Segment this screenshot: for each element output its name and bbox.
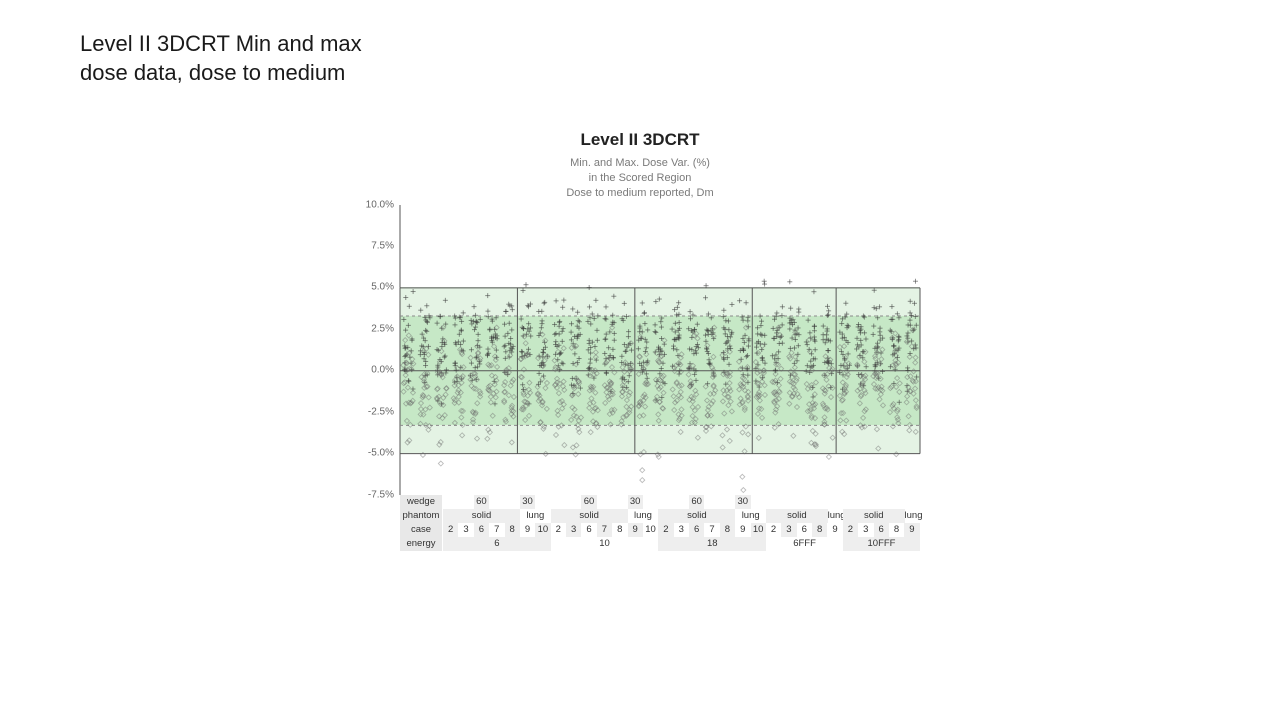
slide-title: Level II 3DCRT Min and max dose data, do… xyxy=(80,30,362,87)
category-row-phantom: phantomsolidlungsolidlungsolidlungsolidl… xyxy=(400,509,920,523)
category-row-head: energy xyxy=(400,537,443,551)
scatter-svg xyxy=(400,205,920,495)
y-tick-label: -7.5% xyxy=(368,489,394,500)
y-tick-label: 0.0% xyxy=(371,365,394,376)
chart-container: Level II 3DCRT Min. and Max. Dose Var. (… xyxy=(350,130,930,551)
category-row-head: phantom xyxy=(400,509,443,523)
plot-area: -7.5%-5.0%-2.5%0.0%2.5%5.0%7.5%10.0% xyxy=(400,205,920,495)
y-tick-label: 10.0% xyxy=(366,199,394,210)
category-row-energy: energy610186FFF10FFF xyxy=(400,537,920,551)
y-tick-label: 2.5% xyxy=(371,323,394,334)
category-row-wedge: wedge603060306030 xyxy=(400,495,920,509)
chart-subtitle: Min. and Max. Dose Var. (%) in the Score… xyxy=(350,156,930,201)
slide-title-line1: Level II 3DCRT Min and max xyxy=(80,31,362,56)
category-row-case: case2367891023678910236789102368923689 xyxy=(400,523,920,537)
y-tick-label: 5.0% xyxy=(371,282,394,293)
category-row-head: wedge xyxy=(400,495,443,509)
y-tick-label: -5.0% xyxy=(368,448,394,459)
category-row-head: case xyxy=(400,523,443,537)
category-axis-table: wedge603060306030phantomsolidlungsolidlu… xyxy=(400,495,920,551)
slide-title-line2: dose data, dose to medium xyxy=(80,60,345,85)
y-tick-label: -2.5% xyxy=(368,406,394,417)
y-tick-label: 7.5% xyxy=(371,240,394,251)
chart-title: Level II 3DCRT xyxy=(350,130,930,150)
